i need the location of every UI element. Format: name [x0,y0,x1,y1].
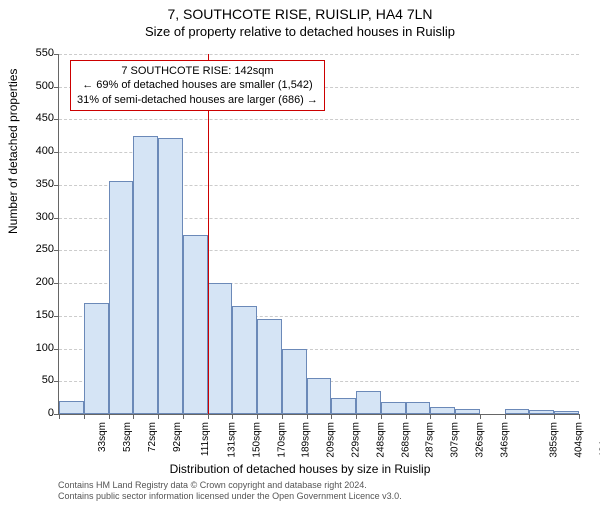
histogram-bar [406,402,431,414]
x-tick-label: 346sqm [499,422,510,458]
histogram-bar [381,402,406,414]
footnote: Contains HM Land Registry data © Crown c… [58,480,402,502]
histogram-bar [505,409,530,414]
histogram-bar [183,235,208,414]
x-tick-mark [183,414,184,419]
x-tick-mark [455,414,456,419]
chart-subtitle: Size of property relative to detached ho… [0,24,600,39]
histogram-bar [84,303,109,414]
y-tick-label: 150 [24,309,54,321]
x-tick-mark [505,414,506,419]
histogram-bar [257,319,282,414]
y-tick-mark [54,87,59,88]
x-tick-mark [554,414,555,419]
histogram-bar [232,306,257,414]
y-tick-label: 450 [24,112,54,124]
x-tick-mark [158,414,159,419]
x-tick-mark [282,414,283,419]
y-tick-label: 350 [24,178,54,190]
histogram-bar [158,138,183,414]
histogram-bar [554,411,579,414]
x-tick-label: 111sqm [201,422,212,456]
x-tick-label: 209sqm [326,422,337,458]
x-tick-mark [529,414,530,419]
x-tick-mark [356,414,357,419]
histogram-bar [529,410,554,414]
x-axis-label: Distribution of detached houses by size … [0,462,600,476]
x-tick-label: 404sqm [573,422,584,458]
x-tick-label: 326sqm [474,422,485,458]
x-tick-label: 33sqm [97,422,108,452]
histogram-bar [208,283,233,414]
grid-line [59,54,579,55]
y-tick-label: 0 [24,407,54,419]
x-tick-label: 307sqm [450,422,461,458]
y-tick-label: 200 [24,276,54,288]
y-tick-mark [54,54,59,55]
x-tick-mark [84,414,85,419]
y-tick-label: 400 [24,145,54,157]
x-tick-label: 131sqm [227,422,238,458]
annotation-line-1: 7 SOUTHCOTE RISE: 142sqm [77,64,318,78]
x-tick-mark [406,414,407,419]
x-tick-label: 72sqm [147,422,158,452]
histogram-bar [282,349,307,414]
annotation-line-2: ← 69% of detached houses are smaller (1,… [77,78,318,92]
y-tick-mark [54,316,59,317]
x-tick-label: 268sqm [400,422,411,458]
y-tick-mark [54,250,59,251]
histogram-bar [455,409,480,414]
x-tick-mark [579,414,580,419]
histogram-bar [331,398,356,414]
footnote-line-2: Contains public sector information licen… [58,491,402,502]
y-tick-label: 100 [24,342,54,354]
x-tick-label: 287sqm [425,422,436,458]
chart-title: 7, SOUTHCOTE RISE, RUISLIP, HA4 7LN [0,6,600,22]
x-tick-label: 92sqm [172,422,183,452]
y-axis-label: Number of detached properties [6,69,20,234]
x-tick-label: 229sqm [351,422,362,458]
grid-line [59,119,579,120]
y-tick-mark [54,185,59,186]
histogram-bar [109,181,134,414]
x-tick-mark [59,414,60,419]
y-tick-label: 500 [24,80,54,92]
chart-container: 7, SOUTHCOTE RISE, RUISLIP, HA4 7LN Size… [0,6,600,506]
y-tick-label: 550 [24,47,54,59]
x-tick-mark [133,414,134,419]
x-tick-mark [430,414,431,419]
x-tick-mark [109,414,110,419]
y-tick-mark [54,349,59,350]
y-tick-mark [54,152,59,153]
y-tick-mark [54,218,59,219]
x-tick-label: 248sqm [375,422,386,458]
histogram-bar [430,407,455,414]
y-tick-label: 50 [24,374,54,386]
x-tick-mark [307,414,308,419]
footnote-line-1: Contains HM Land Registry data © Crown c… [58,480,402,491]
x-tick-mark [232,414,233,419]
histogram-bar [356,391,381,414]
x-tick-mark [208,414,209,419]
annotation-line-3: 31% of semi-detached houses are larger (… [77,93,318,107]
y-tick-mark [54,283,59,284]
histogram-bar [133,136,158,414]
histogram-bar [59,401,84,414]
x-tick-label: 170sqm [276,422,287,458]
y-tick-label: 300 [24,211,54,223]
y-tick-mark [54,119,59,120]
x-tick-label: 189sqm [301,422,312,458]
histogram-bar [307,378,332,414]
x-tick-mark [257,414,258,419]
x-tick-mark [381,414,382,419]
y-tick-label: 250 [24,243,54,255]
x-tick-label: 150sqm [252,422,263,458]
x-tick-label: 385sqm [549,422,560,458]
annotation-box: 7 SOUTHCOTE RISE: 142sqm← 69% of detache… [70,60,325,111]
x-tick-mark [331,414,332,419]
x-tick-mark [480,414,481,419]
x-tick-label: 53sqm [122,422,133,452]
y-tick-mark [54,381,59,382]
